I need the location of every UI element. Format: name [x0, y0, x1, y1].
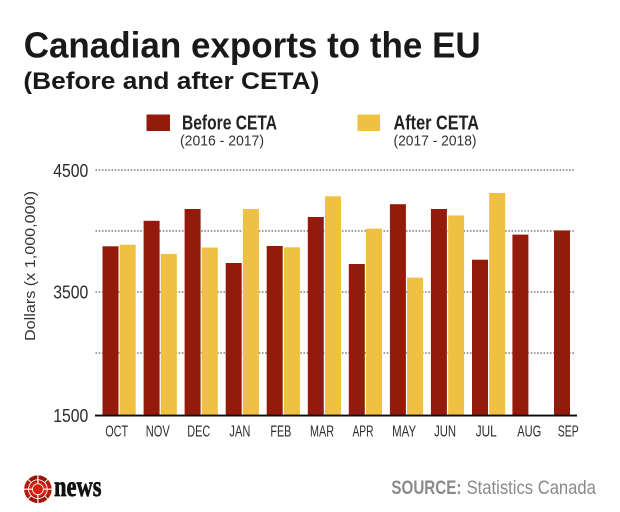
svg-text:JAN: JAN [229, 424, 250, 441]
svg-text:SEP: SEP [558, 424, 579, 441]
svg-text:(2016 - 2017): (2016 - 2017) [180, 132, 264, 149]
svg-text:Before CETA: Before CETA [182, 111, 277, 134]
svg-text:3500: 3500 [53, 282, 88, 303]
svg-text:JUL: JUL [476, 424, 497, 441]
svg-text:MAR: MAR [310, 424, 334, 441]
svg-text:NOV: NOV [146, 424, 170, 441]
svg-text:DEC: DEC [187, 424, 210, 441]
svg-text:JUN: JUN [434, 424, 456, 441]
svg-text:SOURCE:: SOURCE: [391, 478, 461, 499]
svg-text:MAY: MAY [392, 424, 416, 441]
svg-text:(2017 - 2018): (2017 - 2018) [394, 132, 477, 149]
svg-text:4500: 4500 [53, 160, 88, 181]
svg-text:APR: APR [353, 424, 374, 441]
svg-text:news: news [54, 471, 102, 503]
svg-text:(Before and after CETA): (Before and after CETA) [23, 68, 319, 95]
svg-text:Dollars (x 1,000,000): Dollars (x 1,000,000) [23, 191, 39, 341]
svg-text:Statistics Canada: Statistics Canada [467, 478, 597, 499]
svg-text:1500: 1500 [53, 405, 88, 426]
svg-text:Canadian exports to the EU: Canadian exports to the EU [24, 25, 481, 66]
svg-text:After CETA: After CETA [394, 111, 480, 134]
svg-text:AUG: AUG [517, 424, 541, 441]
svg-text:FEB: FEB [270, 424, 291, 441]
svg-text:OCT: OCT [105, 424, 128, 441]
